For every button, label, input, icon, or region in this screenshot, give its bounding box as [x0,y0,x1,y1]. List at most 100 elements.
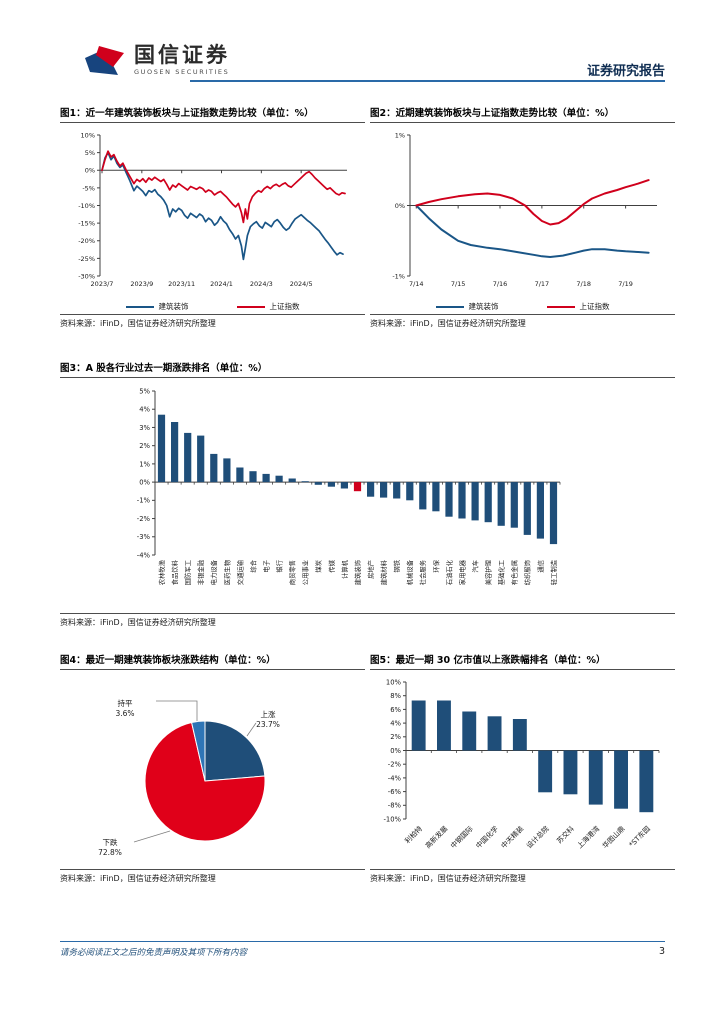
svg-text:5%: 5% [85,149,95,157]
svg-text:2023/7: 2023/7 [91,280,114,288]
svg-text:7/16: 7/16 [493,280,508,288]
legend-item: 上证指数 [546,301,610,312]
guosen-logo-icon [85,46,124,75]
svg-text:有色金属: 有色金属 [510,560,519,585]
svg-text:72.8%: 72.8% [98,848,122,857]
page-number: 3 [658,946,665,957]
figure5-panel: 图5：最近一期 30 亿市值以上涨跌幅排名（单位：%） -10% -8% -6% -4… [370,652,675,884]
svg-text:3%: 3% [139,424,150,432]
svg-text:-4%: -4% [388,774,402,782]
page-footer: 请务必阅读正文之后的免责声明及其项下所有内容 3 [60,941,665,958]
svg-text:-25%: -25% [78,255,95,263]
svg-text:1%: 1% [395,131,405,139]
svg-text:中钢国际: 中钢国际 [449,824,475,850]
svg-text:社会服务: 社会服务 [418,559,427,585]
figure5-title: 图5：最近一期 30 亿市值以上涨跌幅排名（单位：%） [370,652,675,670]
legend-swatch [236,305,265,308]
figure3-bar-chart: -4% -3% -2% -1% 0% 1% 2% 3% 4% 5% 农林牧渔 食品饮料 国防军工 非银金融… [137,387,561,585]
svg-text:石油石化: 石油石化 [444,559,453,585]
svg-text:-3%: -3% [137,533,151,541]
svg-text:2%: 2% [139,442,150,450]
svg-text:下跌: 下跌 [103,837,118,847]
svg-text:2023/11: 2023/11 [168,280,195,288]
svg-text:建筑装饰: 建筑装饰 [353,560,362,585]
legend-label: 建筑装饰 [468,302,499,311]
figure1-source: 资料来源：iFinD，国信证券经济研究所整理 [60,314,365,329]
svg-text:设计总院: 设计总院 [524,824,550,850]
legend-label: 建筑装饰 [158,302,189,311]
figure3-source: 资料来源：iFinD，国信证券经济研究所整理 [60,613,675,628]
legend-item: 上证指数 [236,301,300,312]
header-rule [190,80,665,82]
brand-name-cn: 国信证券 [134,43,230,67]
svg-text:6%: 6% [390,706,401,714]
svg-text:2024/5: 2024/5 [290,280,313,288]
svg-text:7/15: 7/15 [451,280,466,288]
figure4-title: 图4：最近一期建筑装饰板块涨跌结构（单位：%） [60,652,365,670]
legend-label: 上证指数 [579,302,610,311]
figure1-title: 图1：近一年建筑装饰板块与上证指数走势比较（单位：%） [60,105,365,123]
svg-text:商贸零售: 商贸零售 [288,560,297,585]
figure5-bar-chart: -10% -8% -6% -4% -2% 0% 2% 4% 6% 8% 10% 利柏特 高新发展 中钢国际… [383,678,660,850]
svg-text:食品饮料: 食品饮料 [170,559,179,585]
svg-text:5%: 5% [139,387,150,395]
figure1-panel: 图1：近一年建筑装饰板块与上证指数走势比较（单位：%） -30% -25% -20%… [60,105,365,329]
svg-text:纺织服饰: 纺织服饰 [523,560,532,585]
figure2-panel: 图2：近期建筑装饰板块与上证指数走势比较（单位：%） -1% 0% 1% 7/14 7/… [370,105,675,329]
svg-text:电力设备: 电力设备 [209,559,218,585]
svg-text:-2%: -2% [388,761,402,769]
svg-text:-1%: -1% [137,497,151,505]
svg-text:-30%: -30% [78,272,95,280]
figure4-body: 上涨 23.7% 下跌 72.8% 持平 3.6% [60,670,365,867]
svg-text:轻工制造: 轻工制造 [549,559,558,585]
svg-text:-6%: -6% [388,788,402,796]
figure2-line-chart: -1% 0% 1% 7/14 7/15 7/16 7/17 7/18 7/19 [392,131,657,288]
svg-text:0%: 0% [390,747,401,755]
svg-text:中国化学: 中国化学 [474,824,500,850]
legend-swatch [125,305,154,308]
svg-text:-2%: -2% [137,515,151,523]
svg-text:非银金融: 非银金融 [196,559,205,585]
svg-text:-1%: -1% [392,272,405,280]
svg-text:上海港湾: 上海港湾 [575,824,601,850]
disclaimer-text: 请务必阅读正文之后的免责声明及其项下所有内容 [60,948,248,958]
svg-text:*ST东园: *ST东园 [627,824,652,849]
svg-text:0%: 0% [139,479,150,487]
svg-text:农林牧渔: 农林牧渔 [157,560,166,585]
svg-text:高新发展: 高新发展 [423,824,449,850]
svg-text:-5%: -5% [82,184,95,192]
svg-text:利柏特: 利柏特 [403,824,424,845]
svg-text:7/17: 7/17 [535,280,550,288]
svg-text:国防军工: 国防军工 [183,560,192,585]
svg-text:2024/3: 2024/3 [250,280,273,288]
svg-text:23.7%: 23.7% [256,720,280,729]
svg-text:钢铁: 钢铁 [392,559,401,572]
brand-name-en: GUOSEN SECURITIES [134,68,230,76]
svg-text:通信: 通信 [536,560,545,573]
svg-text:家用电器: 家用电器 [457,559,466,585]
svg-text:1%: 1% [139,460,150,468]
svg-text:综合: 综合 [248,559,257,572]
svg-text:公用事业: 公用事业 [301,560,310,585]
svg-text:苏交科: 苏交科 [555,824,576,845]
figure3-body: -4% -3% -2% -1% 0% 1% 2% 3% 4% 5% 农林牧渔 食品饮料 国防军工 非银金融… [60,378,675,611]
figure3-panel: 图3：A 股各行业过去一期涨跌排名（单位：%） -4% -3% -2% -1% 0% 1%… [60,360,675,628]
figure1-line-chart: -30% -25% -20% -15% -10% -5% 0% 5% 10% 2023/7 2023… [78,131,347,288]
svg-text:0%: 0% [395,202,405,210]
legend-item: 建筑装饰 [125,301,189,312]
svg-text:房地产: 房地产 [366,560,375,579]
figure2-title: 图2：近期建筑装饰板块与上证指数走势比较（单位：%） [370,105,675,123]
figure4-source: 资料来源：iFinD，国信证券经济研究所整理 [60,869,365,884]
svg-text:交通运输: 交通运输 [235,559,244,585]
svg-text:-10%: -10% [78,202,95,210]
svg-text:电子: 电子 [261,560,270,573]
svg-text:机械设备: 机械设备 [405,559,414,585]
figure1-legend: 建筑装饰 上证指数 [60,301,365,312]
svg-text:7/18: 7/18 [576,280,591,288]
svg-text:0%: 0% [85,167,95,175]
svg-text:建筑材料: 建筑材料 [379,559,388,585]
legend-swatch [546,305,575,308]
legend-swatch [435,305,464,308]
